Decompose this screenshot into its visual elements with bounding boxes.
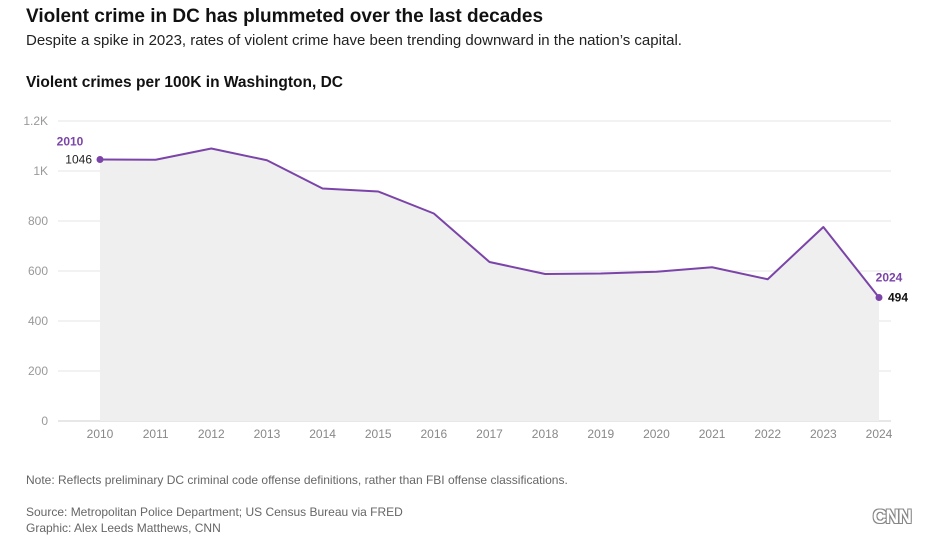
x-tick-label: 2013 <box>254 427 281 441</box>
series-line <box>99 147 880 299</box>
cnn-logo: CNN <box>872 507 912 528</box>
line-chart: 0 200 400 600 800 1K 1.2K 2010 2011 2012 2013 2014 2… <box>23 114 908 441</box>
x-tick-label: 2011 <box>143 427 169 441</box>
point-2010 <box>96 156 104 163</box>
y-tick-label: 200 <box>28 364 48 378</box>
x-tick-label: 2017 <box>476 427 503 441</box>
chart-note: Note: Reflects preliminary DC criminal c… <box>26 473 568 487</box>
y-tick-label: 400 <box>28 314 48 328</box>
point-2024 <box>875 294 883 301</box>
x-tick-label: 2010 <box>87 427 114 441</box>
page-title: Violent crime in DC has plummeted over t… <box>26 6 544 27</box>
x-tick-label: 2022 <box>754 427 781 441</box>
y-tick-label: 0 <box>41 414 48 428</box>
y-tick-label: 1.2K <box>23 114 48 128</box>
page-subtitle: Despite a spike in 2023, rates of violen… <box>26 32 682 49</box>
annotation-year-2024: 2024 <box>876 271 903 285</box>
annotation-value-2010: 1046 <box>65 153 92 167</box>
x-tick-label: 2015 <box>365 427 392 441</box>
chart-credit: Graphic: Alex Leeds Matthews, CNN <box>26 521 221 535</box>
chart-source: Source: Metropolitan Police Department; … <box>26 505 403 519</box>
y-tick-label: 800 <box>28 214 48 228</box>
x-tick-label: 2020 <box>643 427 670 441</box>
x-tick-label: 2023 <box>810 427 837 441</box>
annotation-year-2010: 2010 <box>57 135 84 149</box>
x-tick-label: 2014 <box>309 427 336 441</box>
x-tick-label: 2019 <box>587 427 614 441</box>
x-tick-label: 2024 <box>866 427 893 441</box>
x-tick-label: 2018 <box>532 427 559 441</box>
area-fill <box>100 148 879 421</box>
y-tick-label: 600 <box>28 264 48 278</box>
x-tick-label: 2016 <box>421 427 448 441</box>
x-tick-label: 2012 <box>198 427 225 441</box>
annotation-value-2024: 494 <box>888 291 908 305</box>
x-tick-label: 2021 <box>699 427 726 441</box>
y-tick-label: 1K <box>33 164 48 178</box>
chart-title: Violent crimes per 100K in Washington, D… <box>26 74 343 91</box>
